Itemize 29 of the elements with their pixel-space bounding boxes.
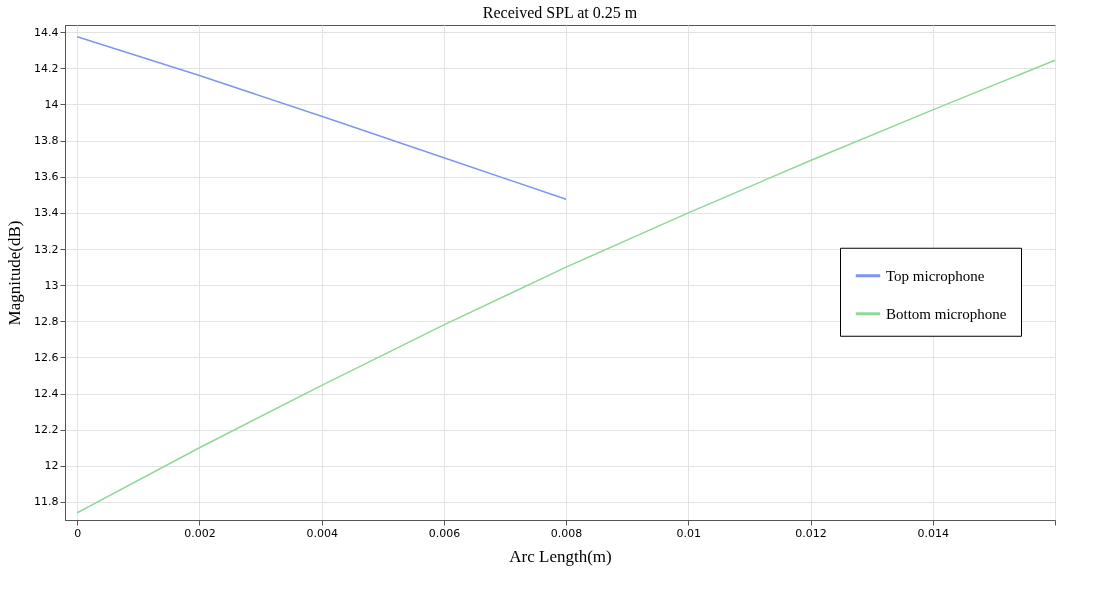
y-tick-label: 13.2 [34,242,59,256]
legend-label: Bottom microphone [886,305,1007,322]
y-tick-label: 14 [44,97,59,111]
x-axis-title: Arc Length(m) [509,546,612,566]
legend-label: Top microphone [886,267,985,284]
x-tick-label: 0.002 [184,526,216,540]
x-tick-label: 0.004 [306,526,338,540]
y-tick-label: 14.2 [34,61,59,75]
x-tick-label: 0.006 [428,526,461,540]
x-tick-label: 0.012 [795,526,827,540]
y-tick-label: 12.6 [34,350,59,364]
x-tick-label: 0.01 [676,526,702,540]
y-tick-label: 14.4 [34,25,59,39]
line-series [76,59,1056,514]
y-tick-label: 13.8 [34,134,59,148]
y-tick-label: 12.4 [34,387,59,401]
chart-title: Received SPL at 0.25 m [482,4,638,21]
y-tick-label: 13.6 [34,170,59,184]
y-tick-label: 13 [44,278,59,292]
x-tick-label: 0 [74,526,82,540]
y-tick-label: 12.8 [34,314,59,328]
y-tick-label: 13.4 [34,206,59,220]
y-axis-title: Magnitude(dB) [5,220,25,326]
line-series [76,35,567,201]
y-tick-label: 12.2 [34,423,59,437]
y-tick-label: 11.8 [34,495,59,509]
y-tick-label: 12 [44,459,59,473]
x-tick-label: 0.014 [917,526,950,540]
x-tick-label: 0.008 [550,526,583,540]
